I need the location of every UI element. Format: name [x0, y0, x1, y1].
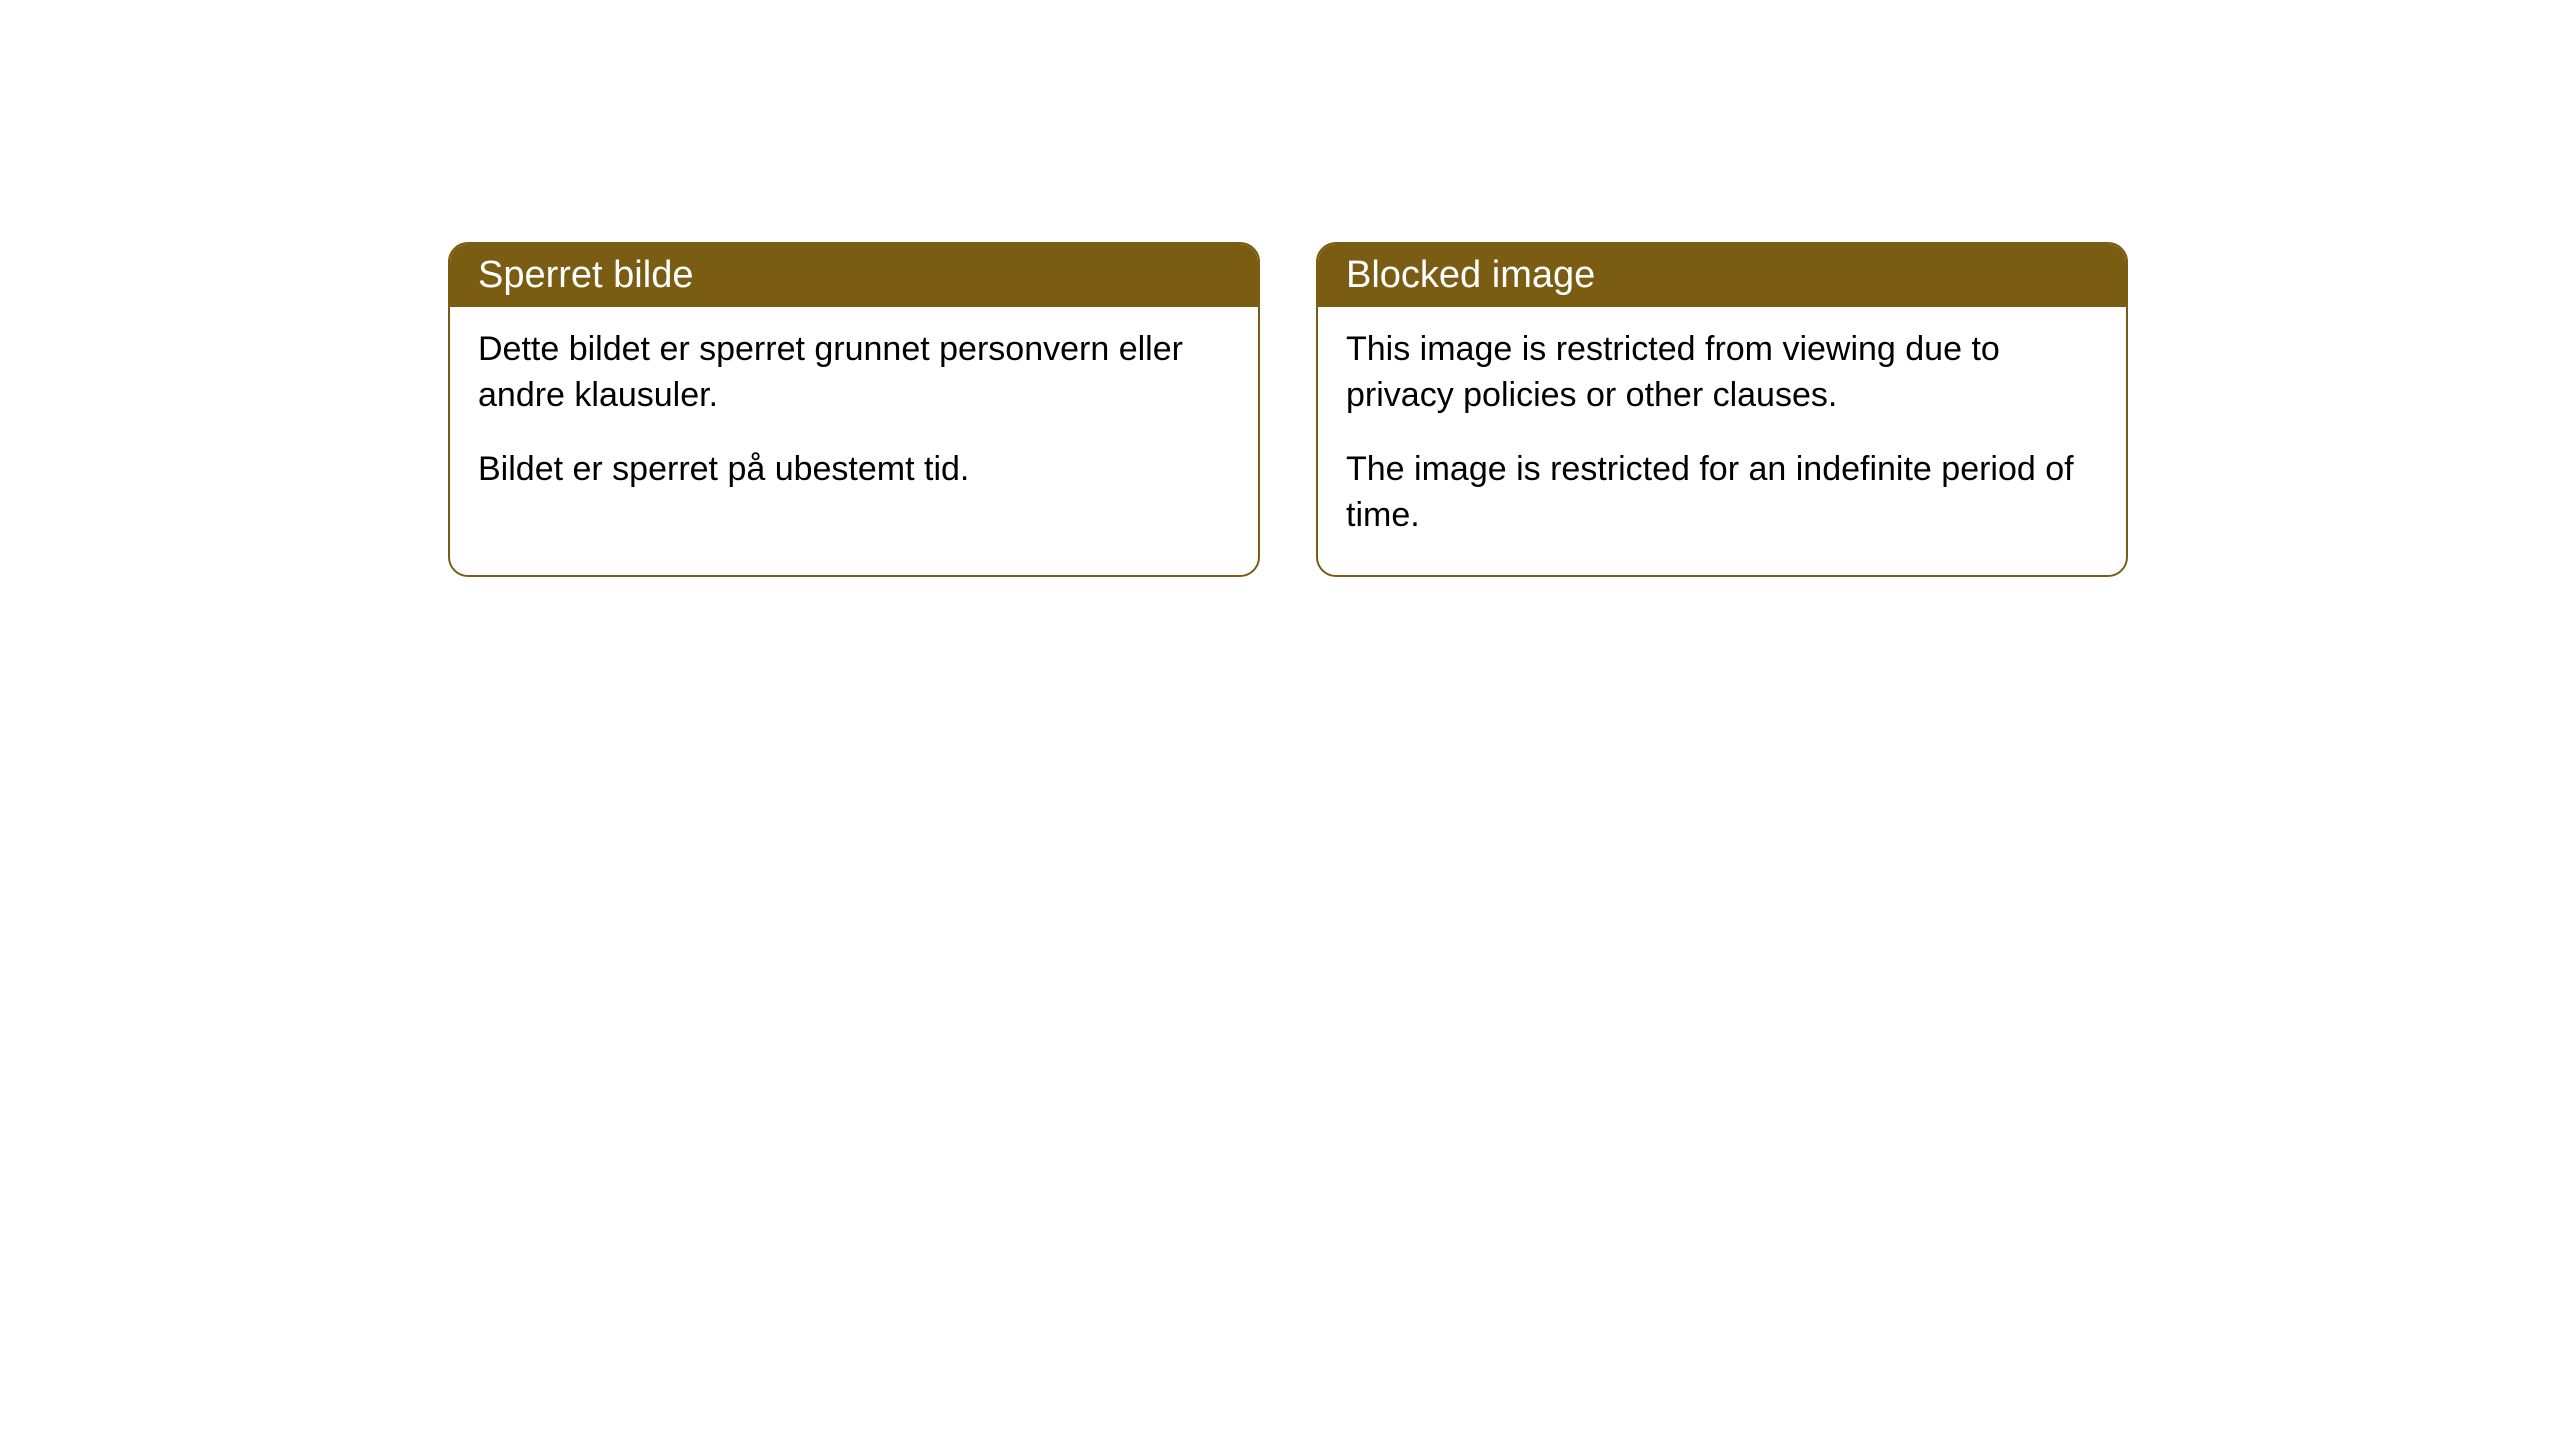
- card-paragraph: This image is restricted from viewing du…: [1346, 327, 2098, 419]
- card-header: Sperret bilde: [450, 244, 1258, 307]
- card-paragraph: The image is restricted for an indefinit…: [1346, 447, 2098, 539]
- blocked-image-card-norwegian: Sperret bilde Dette bildet er sperret gr…: [448, 242, 1260, 577]
- card-body: Dette bildet er sperret grunnet personve…: [450, 307, 1258, 529]
- card-body: This image is restricted from viewing du…: [1318, 307, 2126, 575]
- card-header: Blocked image: [1318, 244, 2126, 307]
- card-paragraph: Dette bildet er sperret grunnet personve…: [478, 327, 1230, 419]
- card-title: Blocked image: [1346, 254, 1595, 296]
- notice-cards-container: Sperret bilde Dette bildet er sperret gr…: [448, 242, 2128, 577]
- blocked-image-card-english: Blocked image This image is restricted f…: [1316, 242, 2128, 577]
- card-paragraph: Bildet er sperret på ubestemt tid.: [478, 447, 1230, 493]
- card-title: Sperret bilde: [478, 254, 693, 296]
